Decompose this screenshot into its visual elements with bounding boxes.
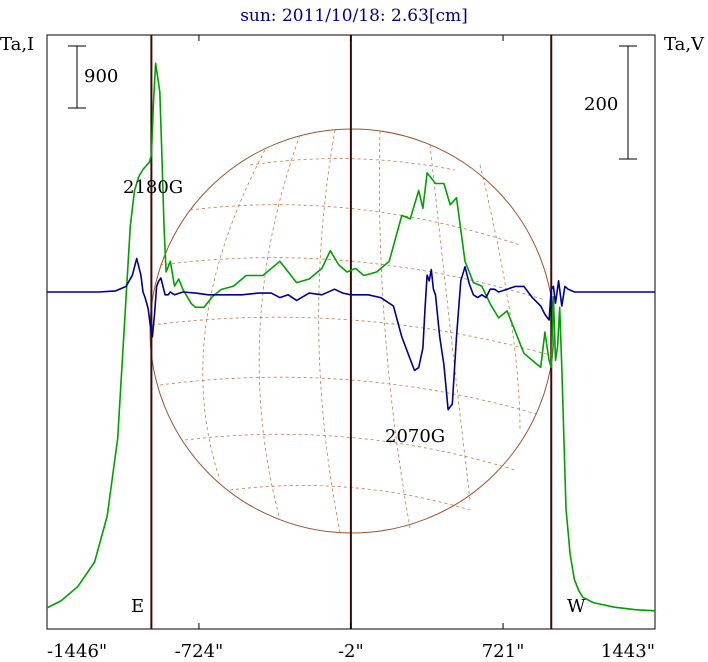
x-tick-label: 721" [482,641,525,662]
latitude-line [159,376,541,416]
x-tick-label: 1443" [601,641,655,662]
annotation-2070G: 2070G [385,426,445,447]
series-layer [46,62,656,612]
series-line-I [46,62,656,612]
scale-bar-I [68,45,86,109]
reference-lines [150,35,553,629]
longitude-line [429,144,471,501]
x-tick-label: -1446" [47,641,107,662]
longitude-line [258,134,301,521]
longitude-line [479,164,521,431]
latitude-line [249,158,456,171]
latitude-line [189,204,521,246]
x-tick-label: -2" [338,641,364,662]
scale-bar-V [619,45,637,160]
scale-bar-V-label: 200 [584,94,618,115]
longitude-line [318,129,341,533]
solar-limb [149,128,555,534]
limb-label-east: E [131,596,144,617]
longitude-line [379,130,411,529]
longitude-line [202,149,266,481]
right-axis-label: Ta,V [664,34,705,55]
solar-disk [149,128,555,534]
series-line-V [47,257,655,411]
x-tick-label: -724" [175,641,224,662]
latitude-line [159,257,546,301]
scale-bar-I-label: 900 [84,66,118,87]
annotation-2180G: 2180G [123,177,183,198]
left-axis-label: Ta,I [0,34,34,55]
latitude-line [184,433,516,471]
chart-title: sun: 2011/10/18: 2.63[cm] [240,6,468,26]
limb-label-west: W [567,596,586,617]
x-axis-ticks: -1446" -724" -2" 721" 1443" [46,35,656,662]
